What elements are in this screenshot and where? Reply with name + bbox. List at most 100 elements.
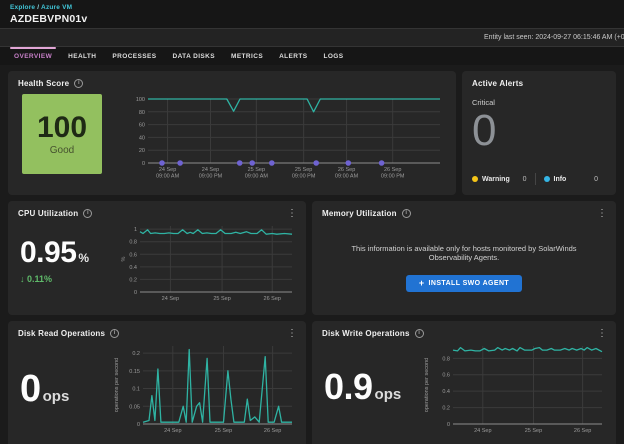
breadcrumb-explore-link[interactable]: Explore: [10, 4, 36, 11]
tab-processes[interactable]: PROCESSES: [104, 47, 164, 65]
disk-write-unit: ops: [374, 386, 402, 403]
info-icon[interactable]: i: [414, 329, 424, 338]
svg-text:0.15: 0.15: [129, 369, 140, 375]
warning-dot-icon: [472, 176, 478, 182]
breadcrumb: Explore / Azure VM: [10, 4, 614, 11]
svg-text:26 Sep: 26 Sep: [264, 296, 281, 302]
critical-count: 0: [472, 106, 497, 155]
cpu-utilization-panel: CPU Utilization i ⋮ 0.95% ↓ 0.11% 24 Sep…: [8, 201, 306, 315]
kebab-menu-icon[interactable]: ⋮: [287, 208, 297, 219]
warning-count: 0: [522, 175, 527, 183]
tab-label: METRICS: [231, 52, 264, 60]
svg-text:40: 40: [139, 135, 145, 141]
svg-text:%: %: [121, 256, 127, 261]
svg-text:0.8: 0.8: [129, 240, 137, 246]
svg-text:0: 0: [137, 422, 140, 428]
active-tab-indicator: [10, 47, 57, 49]
info-group[interactable]: Info 0: [543, 175, 607, 183]
tab-label: PROCESSES: [112, 52, 157, 60]
svg-text:0.1: 0.1: [132, 387, 140, 393]
health-score-chart: 24 Sep 09:00 AM 24 Sep 09:00 PM 25 Sep 09:00 …: [136, 97, 440, 180]
info-icon[interactable]: i: [83, 209, 93, 218]
sub-header: Entity last seen: 2024-09-27 06:15:46 AM…: [0, 28, 624, 47]
info-dot-icon: [543, 176, 550, 182]
svg-text:0.6: 0.6: [442, 373, 450, 379]
health-score-badge: 100 Good: [22, 94, 102, 174]
tab-health[interactable]: HEALTH: [60, 47, 104, 65]
svg-text:26 Sep: 26 Sep: [574, 428, 591, 434]
install-swo-agent-button[interactable]: + INSTALL SWO AGENT: [405, 275, 523, 292]
svg-text:0.2: 0.2: [129, 277, 137, 283]
tab-alerts[interactable]: ALERTS: [271, 47, 315, 65]
tab-data-disks[interactable]: DATA DISKS: [164, 47, 223, 65]
down-arrow-icon: ↓: [20, 274, 25, 284]
row-1: Health Score i 100 Good 24 Sep 09:00 AM 24…: [8, 71, 616, 195]
health-score-grade: Good: [49, 144, 75, 156]
critical-label: Critical: [472, 98, 495, 107]
health-score-title: Health Score: [18, 79, 70, 88]
tab-label: ALERTS: [279, 52, 308, 60]
active-alerts-title: Active Alerts: [472, 79, 524, 88]
svg-text:24 Sep: 24 Sep: [162, 296, 179, 302]
svg-text:operations per second: operations per second: [114, 358, 120, 412]
svg-text:25 Sep: 25 Sep: [213, 296, 230, 302]
tab-logs[interactable]: LOGS: [315, 47, 351, 65]
cpu-unit: %: [78, 251, 90, 265]
warning-group[interactable]: Warning 0: [472, 176, 535, 183]
svg-text:1: 1: [134, 227, 137, 233]
cpu-title: CPU Utilization: [18, 209, 79, 218]
memory-utilization-panel: Memory Utilization i ⋮ This information …: [312, 201, 616, 315]
tab-bar: OVERVIEW HEALTH PROCESSES DATA DISKS METRICS…: [0, 47, 624, 65]
svg-text:0.8: 0.8: [442, 356, 450, 362]
disk-write-chart: 24 Sep 25 Sep 26 Sep 0 0.2 0.4 0.6 0.8 operation…: [424, 346, 603, 434]
tab-overview[interactable]: OVERVIEW: [6, 47, 60, 65]
tab-label: HEALTH: [68, 52, 97, 60]
info-icon[interactable]: i: [401, 209, 411, 218]
breadcrumb-azure-vm-link[interactable]: Azure VM: [41, 4, 73, 11]
kebab-menu-icon[interactable]: ⋮: [597, 328, 607, 339]
svg-text:24 Sep: 24 Sep: [474, 428, 491, 434]
svg-text:operations per second: operations per second: [424, 358, 430, 412]
svg-text:60: 60: [139, 123, 145, 129]
breadcrumb-separator: /: [37, 4, 40, 11]
svg-text:0.2: 0.2: [442, 406, 450, 412]
health-score-panel: Health Score i 100 Good 24 Sep 09:00 AM 24…: [8, 71, 456, 195]
health-score-value: 100: [36, 110, 88, 144]
svg-text:0.2: 0.2: [132, 351, 140, 357]
dashboard-content: Health Score i 100 Good 24 Sep 09:00 AM 24…: [0, 65, 624, 444]
disk-read-unit: ops: [42, 388, 70, 405]
tab-label: LOGS: [323, 52, 344, 60]
memory-title: Memory Utilization: [322, 209, 397, 218]
warning-label: Warning: [482, 175, 510, 183]
plus-icon: +: [418, 278, 425, 288]
kebab-menu-icon[interactable]: ⋮: [287, 328, 297, 339]
info-label: Info: [553, 175, 567, 183]
divider: [534, 173, 536, 185]
svg-text:0.6: 0.6: [129, 252, 137, 258]
active-alerts-panel: Active Alerts Critical 0 Warning 0 Info …: [462, 71, 616, 195]
svg-text:25 Sep: 25 Sep: [215, 428, 232, 434]
info-count: 0: [594, 175, 598, 183]
cpu-delta: ↓ 0.11%: [20, 274, 53, 284]
row-3: Disk Read Operations i ⋮ 0 ops 24 Sep 25 S…: [8, 321, 616, 444]
disk-read-title: Disk Read Operations: [18, 329, 106, 338]
svg-text:26 Sep: 26 Sep: [264, 428, 281, 434]
info-icon[interactable]: i: [74, 79, 84, 88]
tab-metrics[interactable]: METRICS: [223, 47, 271, 65]
kebab-menu-icon[interactable]: ⋮: [597, 208, 607, 219]
page-title: AZDEBVPN01v: [10, 13, 88, 25]
install-swo-agent-label: INSTALL SWO AGENT: [428, 280, 510, 287]
entity-last-seen: Entity last seen: 2024-09-27 06:15:46 AM…: [484, 34, 624, 41]
row-2: CPU Utilization i ⋮ 0.95% ↓ 0.11% 24 Sep…: [8, 201, 616, 315]
svg-text:0: 0: [134, 290, 137, 296]
tab-label: OVERVIEW: [14, 52, 53, 60]
svg-text:80: 80: [139, 110, 145, 116]
svg-text:24 Sep: 24 Sep: [164, 428, 181, 434]
info-icon[interactable]: i: [110, 329, 120, 338]
